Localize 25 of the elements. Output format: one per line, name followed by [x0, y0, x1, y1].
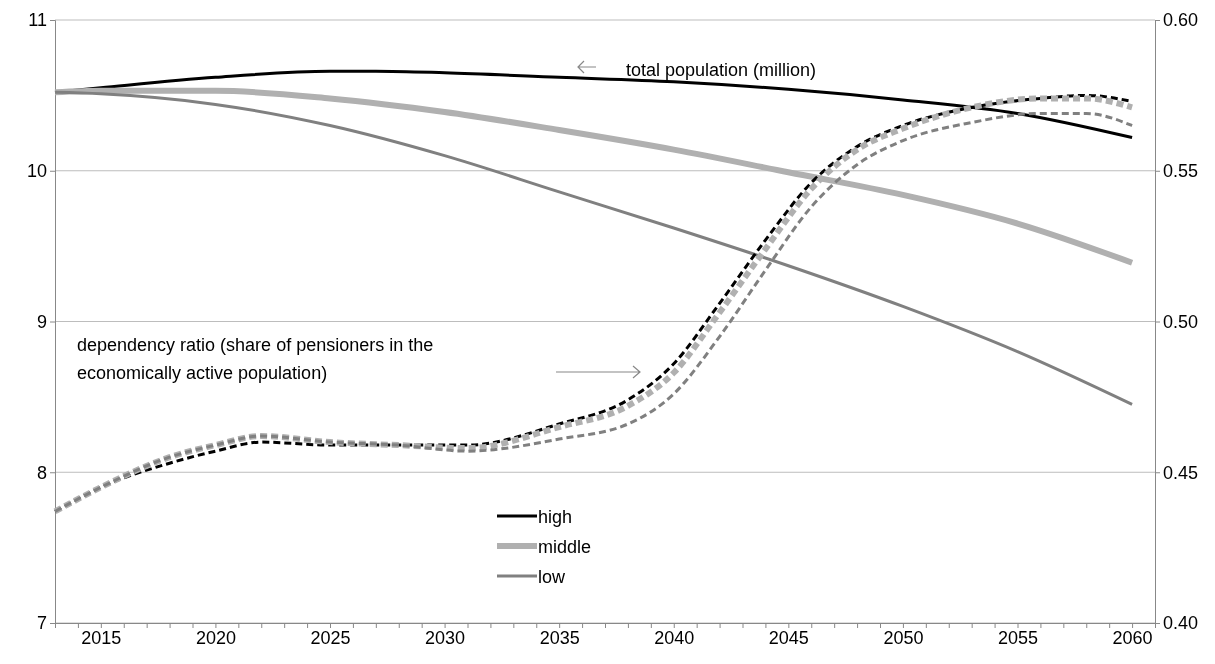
- legend-label: high: [538, 507, 573, 527]
- y-tick-label: 8: [36, 462, 47, 483]
- x-tick-label: 2055: [997, 627, 1039, 648]
- y2-tick-label: 0.60: [1163, 10, 1199, 31]
- y2-tick-label: 0.45: [1163, 462, 1199, 483]
- legend-label: middle: [538, 537, 592, 557]
- x-tick-label: 2050: [883, 627, 924, 648]
- x-tick-label: 2035: [539, 627, 580, 648]
- x-tick-label: 2020: [195, 627, 236, 648]
- y2-tick-label: 0.40: [1163, 613, 1199, 634]
- annotation: total population (million): [626, 60, 817, 80]
- x-tick-label: 2025: [310, 627, 351, 648]
- y2-tick-label: 0.50: [1163, 311, 1199, 332]
- y-tick-label: 11: [28, 10, 47, 31]
- x-tick-label: 2030: [425, 627, 466, 648]
- y-tick-label: 7: [36, 613, 47, 634]
- x-tick-label: 2015: [81, 627, 122, 648]
- x-tick-label: 2045: [768, 627, 809, 648]
- y-tick-label: 9: [36, 311, 47, 332]
- y2-tick-label: 0.55: [1163, 161, 1199, 182]
- annotation: dependency ratio (share of pensioners in the economically active population): [77, 335, 434, 383]
- x-tick-label: 2040: [654, 627, 695, 648]
- x-tick-label: 2060: [1112, 627, 1153, 648]
- y-tick-label: 10: [26, 161, 47, 182]
- legend-label: low: [538, 567, 567, 587]
